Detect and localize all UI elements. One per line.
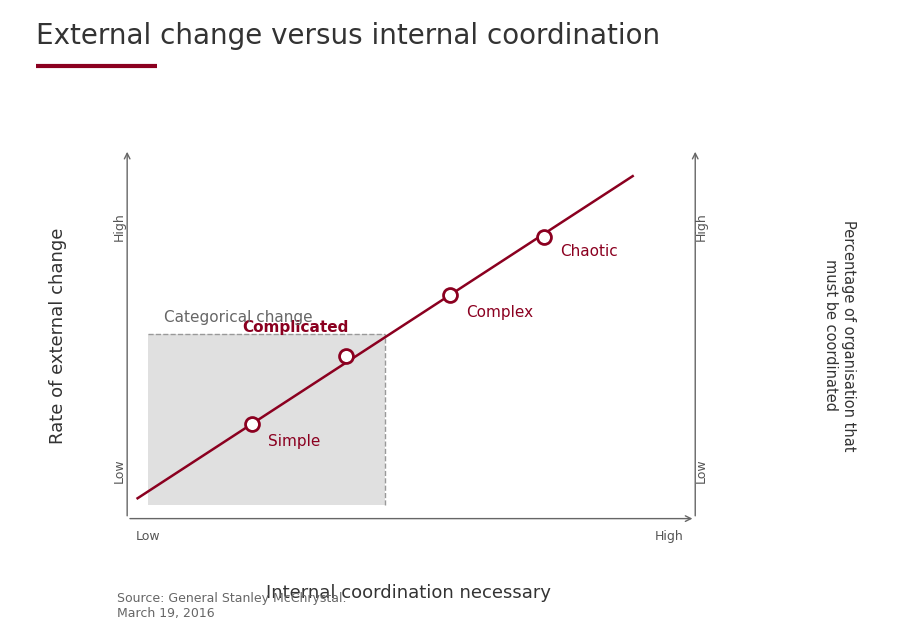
Text: High: High (695, 213, 708, 241)
Text: Simple: Simple (268, 434, 321, 449)
Text: Complex: Complex (466, 305, 533, 320)
Text: Complicated: Complicated (242, 320, 348, 335)
Text: High: High (113, 213, 126, 241)
Text: Low: Low (136, 530, 161, 544)
Text: Categorical change: Categorical change (163, 310, 313, 325)
Text: High: High (655, 530, 683, 544)
Text: Rate of external change: Rate of external change (49, 227, 67, 444)
Text: Low: Low (113, 459, 126, 484)
Text: Source: General Stanley McChrystal.
March 19, 2016: Source: General Stanley McChrystal. Marc… (117, 592, 347, 620)
Text: External change versus internal coordination: External change versus internal coordina… (36, 22, 660, 50)
Text: Low: Low (695, 459, 708, 484)
Text: Percentage of organisation that
must be coordinated: Percentage of organisation that must be … (823, 220, 856, 451)
Bar (148, 334, 385, 505)
Text: Chaotic: Chaotic (559, 244, 618, 259)
Text: Internal coordination necessary: Internal coordination necessary (266, 584, 551, 602)
